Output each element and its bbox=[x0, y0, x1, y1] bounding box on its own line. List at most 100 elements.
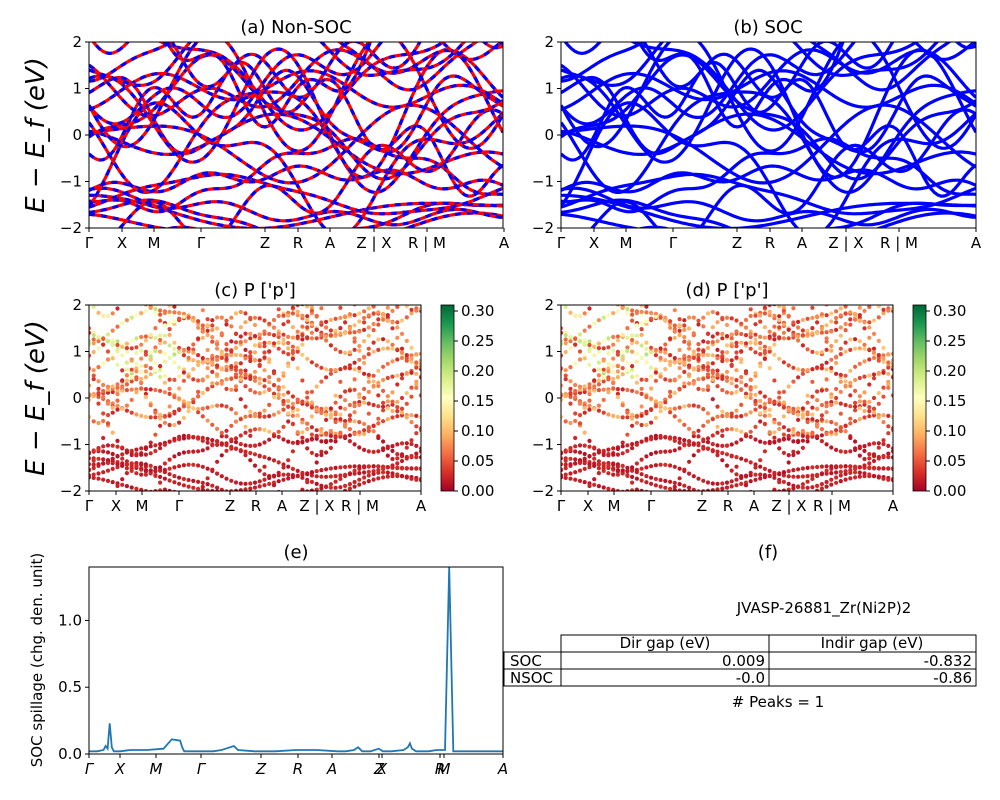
projection-dot bbox=[582, 353, 587, 358]
projection-dot bbox=[172, 422, 177, 428]
projection-dot bbox=[333, 410, 338, 415]
projection-dot bbox=[399, 395, 405, 401]
projection-dot bbox=[414, 477, 419, 482]
projection-dot bbox=[286, 472, 291, 477]
projection-dot bbox=[720, 486, 725, 491]
projection-dot bbox=[696, 404, 701, 409]
projection-dot bbox=[257, 316, 262, 321]
projection-dot bbox=[639, 472, 644, 477]
projection-dot bbox=[352, 367, 357, 372]
projection-dot bbox=[620, 444, 625, 449]
projection-dot bbox=[563, 458, 568, 463]
projection-dot bbox=[381, 317, 386, 322]
projection-dot bbox=[762, 325, 768, 330]
projection-dot bbox=[172, 305, 177, 309]
projection-dot bbox=[167, 422, 172, 428]
projection-dot bbox=[162, 310, 167, 316]
projection-dot bbox=[314, 460, 319, 465]
projection-dot bbox=[753, 350, 758, 355]
projection-dot bbox=[338, 516, 342, 520]
projection-dot bbox=[243, 449, 248, 454]
projection-dot bbox=[105, 332, 111, 337]
projection-dot bbox=[139, 472, 144, 477]
panel-d-frame bbox=[560, 304, 894, 492]
projection-dot bbox=[329, 295, 333, 299]
projection-dot bbox=[409, 278, 413, 282]
projection-dot bbox=[705, 352, 711, 358]
projection-dot bbox=[362, 421, 367, 427]
projection-dot bbox=[739, 437, 744, 442]
projection-dot bbox=[668, 406, 673, 412]
projection-dot bbox=[791, 430, 796, 435]
projection-dot bbox=[862, 456, 867, 462]
projection-dot bbox=[729, 468, 734, 473]
projection-dot bbox=[300, 352, 305, 357]
projection-dot bbox=[281, 407, 286, 412]
projection-dot bbox=[715, 331, 720, 336]
projection-dot bbox=[167, 355, 172, 360]
projection-dot bbox=[91, 349, 96, 355]
projection-dot bbox=[238, 433, 243, 438]
projection-dot bbox=[857, 339, 862, 344]
projection-dot bbox=[857, 394, 862, 399]
projection-dot bbox=[106, 504, 110, 508]
projection-dot bbox=[271, 473, 277, 478]
projection-dot bbox=[177, 316, 182, 321]
projection-dot bbox=[357, 319, 362, 324]
projection-dot bbox=[649, 350, 654, 355]
projection-dot bbox=[791, 474, 796, 479]
projection-dot bbox=[801, 520, 805, 524]
projection-dot bbox=[573, 274, 577, 278]
projection-dot bbox=[758, 458, 763, 463]
projection-dot bbox=[668, 493, 672, 497]
band-line-spin-down bbox=[89, 69, 503, 111]
x-tick-label: A bbox=[749, 497, 760, 515]
projection-dot bbox=[777, 335, 782, 340]
projection-dot bbox=[606, 471, 611, 476]
projection-dot bbox=[782, 520, 786, 524]
projection-dot bbox=[286, 404, 291, 409]
projection-dot bbox=[824, 336, 829, 341]
projection-dot bbox=[720, 443, 725, 448]
projection-dot bbox=[148, 332, 153, 337]
projection-dot bbox=[233, 384, 239, 389]
projection-dot bbox=[153, 410, 158, 415]
band-line bbox=[561, 42, 976, 126]
projection-dot bbox=[129, 338, 134, 343]
y-tick-label: −1 bbox=[60, 173, 82, 191]
projection-dot bbox=[857, 346, 862, 351]
projection-dot bbox=[290, 311, 295, 316]
projection-dot bbox=[663, 265, 667, 269]
projection-dot bbox=[644, 352, 649, 357]
projection-dot bbox=[177, 475, 182, 480]
projection-dot bbox=[611, 487, 616, 491]
projection-dot bbox=[630, 465, 635, 470]
projection-dot bbox=[649, 316, 654, 321]
projection-dot bbox=[281, 313, 286, 318]
projection-dot bbox=[781, 470, 787, 475]
projection-dot bbox=[196, 479, 201, 484]
projection-dot bbox=[762, 344, 768, 349]
projection-dot bbox=[229, 478, 234, 483]
projection-dot bbox=[243, 331, 248, 336]
projection-dot bbox=[786, 433, 791, 438]
projection-dot bbox=[120, 353, 125, 358]
projection-dot bbox=[573, 500, 577, 504]
projection-dot bbox=[658, 484, 663, 489]
projection-dot bbox=[810, 434, 815, 439]
projection-dot bbox=[271, 371, 277, 376]
projection-dot bbox=[333, 347, 338, 352]
projection-dot bbox=[158, 446, 163, 451]
projection-dot bbox=[597, 294, 601, 298]
projection-dot bbox=[414, 382, 419, 387]
projection-dot bbox=[338, 349, 343, 354]
projection-dot bbox=[215, 426, 220, 431]
projection-dot bbox=[366, 333, 371, 338]
projection-dot bbox=[834, 395, 839, 401]
projection-dot bbox=[201, 264, 205, 268]
projection-dot bbox=[800, 412, 806, 417]
panel-c-projected-bands bbox=[89, 264, 421, 520]
projection-dot bbox=[110, 353, 115, 358]
projection-dot bbox=[414, 455, 419, 460]
projection-dot bbox=[386, 276, 390, 280]
